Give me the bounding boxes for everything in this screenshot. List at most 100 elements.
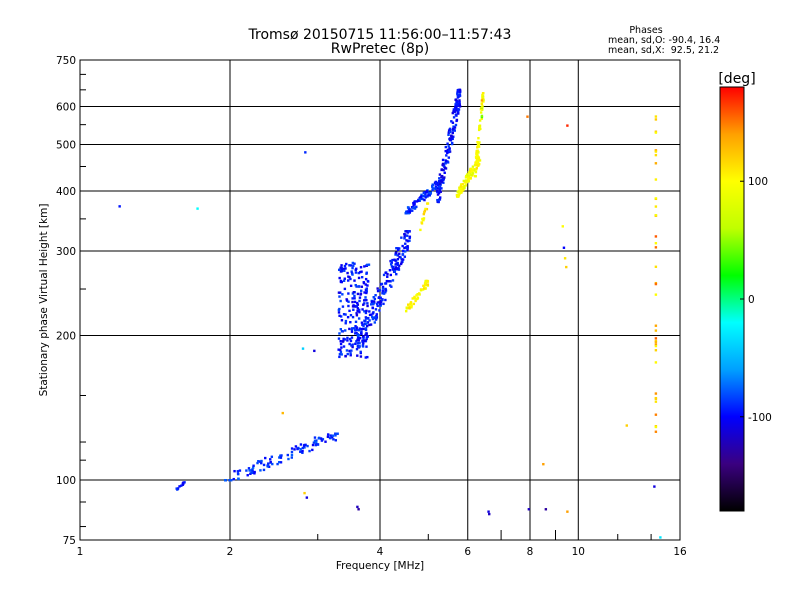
data-point xyxy=(452,125,455,128)
data-point xyxy=(358,308,361,312)
data-point xyxy=(352,327,356,330)
data-point xyxy=(262,463,266,467)
data-point xyxy=(378,309,381,312)
data-point xyxy=(339,266,342,269)
data-point xyxy=(390,265,394,268)
data-point xyxy=(334,439,338,442)
data-point xyxy=(421,194,425,198)
data-point xyxy=(404,212,407,215)
data-point xyxy=(654,115,658,118)
data-point xyxy=(482,100,485,103)
data-point xyxy=(348,342,351,346)
data-point xyxy=(266,464,270,468)
data-point xyxy=(432,187,435,190)
data-point xyxy=(321,438,325,441)
data-point xyxy=(391,279,395,282)
data-point xyxy=(385,279,389,283)
data-point xyxy=(351,261,355,265)
data-point xyxy=(320,439,324,442)
x-tick-label: 8 xyxy=(527,546,534,558)
data-point xyxy=(339,268,342,271)
data-point xyxy=(455,108,458,112)
data-point xyxy=(395,251,398,254)
data-point xyxy=(344,319,348,323)
data-point xyxy=(403,246,406,250)
data-point xyxy=(431,188,434,192)
data-point xyxy=(404,309,408,313)
data-point xyxy=(351,315,355,319)
data-point xyxy=(280,454,283,457)
data-point xyxy=(426,283,429,286)
data-point xyxy=(313,436,317,439)
data-point xyxy=(464,179,468,182)
data-point xyxy=(477,163,481,166)
data-point xyxy=(654,361,658,364)
data-point xyxy=(461,185,465,189)
data-point xyxy=(356,333,359,336)
data-point xyxy=(363,302,366,305)
data-point xyxy=(419,289,423,292)
data-point xyxy=(389,263,393,266)
data-point xyxy=(476,146,479,149)
data-point xyxy=(439,196,442,199)
data-point xyxy=(424,207,427,211)
data-point xyxy=(355,312,358,315)
data-point xyxy=(654,153,658,157)
data-point xyxy=(406,306,410,309)
phase-stats-o: mean, sd,O: -90.4, 16.4 xyxy=(608,35,720,46)
data-point xyxy=(436,193,440,196)
data-point xyxy=(349,321,352,324)
data-point xyxy=(366,263,369,267)
data-point xyxy=(347,292,350,295)
data-point xyxy=(436,183,440,187)
data-point xyxy=(480,117,483,120)
data-point xyxy=(654,324,658,327)
data-point xyxy=(415,200,419,203)
data-point xyxy=(358,342,361,345)
data-point xyxy=(459,185,462,188)
data-point xyxy=(469,173,472,176)
data-point xyxy=(443,176,446,179)
x-tick-label: 6 xyxy=(464,546,471,558)
data-point xyxy=(403,255,407,258)
data-point xyxy=(290,456,294,459)
data-point xyxy=(456,96,460,99)
data-point xyxy=(653,485,656,488)
data-point xyxy=(278,456,281,459)
data-point xyxy=(334,434,337,437)
data-point xyxy=(360,275,364,279)
data-point xyxy=(348,276,351,279)
data-point xyxy=(324,440,327,443)
data-point xyxy=(451,111,454,115)
data-point xyxy=(390,259,393,263)
data-point xyxy=(405,239,408,242)
data-point xyxy=(480,105,484,109)
data-point xyxy=(413,200,417,203)
data-point xyxy=(339,340,342,343)
data-point xyxy=(356,303,360,306)
data-point xyxy=(349,352,352,355)
data-point xyxy=(342,267,345,271)
data-point xyxy=(446,142,449,145)
data-point xyxy=(384,298,387,302)
data-point xyxy=(659,536,662,539)
data-point xyxy=(562,246,566,249)
data-point xyxy=(448,130,452,134)
data-point xyxy=(394,253,397,256)
data-point xyxy=(480,102,484,106)
data-point xyxy=(561,225,564,228)
data-point xyxy=(480,99,484,102)
data-point xyxy=(353,294,356,298)
data-point xyxy=(368,310,371,313)
data-point xyxy=(419,195,422,199)
data-point xyxy=(250,471,253,475)
data-point xyxy=(654,392,658,395)
data-point xyxy=(434,187,438,190)
data-point xyxy=(471,165,475,168)
data-point xyxy=(359,266,363,269)
data-point xyxy=(419,197,422,201)
data-point xyxy=(412,206,415,210)
data-point xyxy=(344,355,347,358)
data-point xyxy=(456,89,460,92)
data-point xyxy=(398,264,401,267)
